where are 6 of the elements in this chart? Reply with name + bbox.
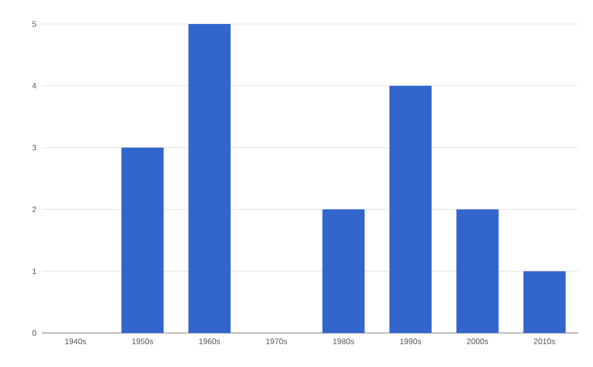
bar — [188, 24, 231, 333]
bar — [322, 209, 365, 333]
bar — [523, 271, 566, 333]
bar — [121, 148, 164, 333]
bar — [389, 86, 432, 333]
bar — [456, 209, 499, 333]
